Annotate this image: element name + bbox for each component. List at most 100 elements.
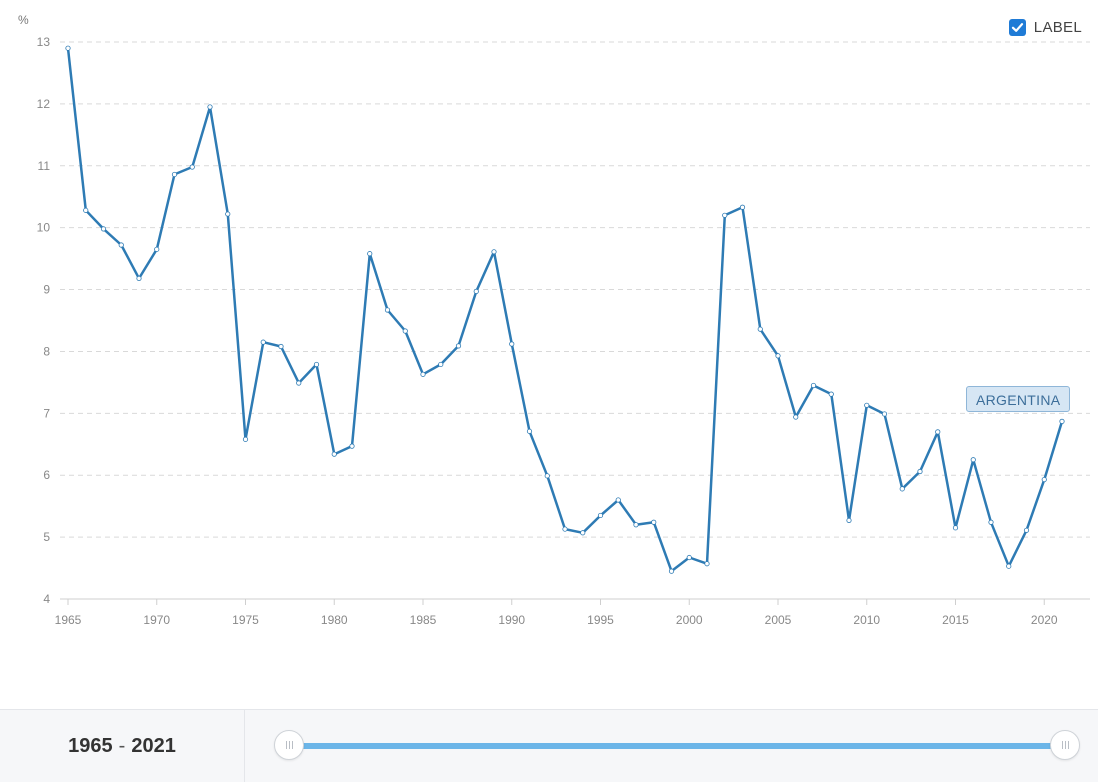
label-toggle-text: LABEL: [1033, 19, 1082, 36]
data-point[interactable]: [420, 371, 426, 377]
data-point[interactable]: [1006, 563, 1012, 569]
y-axis-unit-label: %: [18, 13, 29, 27]
data-point[interactable]: [83, 207, 89, 213]
x-tick-label: 2010: [853, 613, 880, 627]
grid-lines: [60, 41, 1090, 600]
data-point[interactable]: [775, 353, 781, 359]
x-tick-label: 1985: [410, 613, 437, 627]
data-point[interactable]: [881, 411, 888, 417]
y-tick-label: 10: [37, 221, 51, 235]
data-point[interactable]: [810, 382, 817, 389]
y-tick-label: 7: [43, 406, 50, 420]
data-point[interactable]: [597, 512, 604, 519]
data-point[interactable]: [207, 104, 213, 110]
range-separator: -: [118, 734, 126, 757]
year-range-slider[interactable]: [274, 728, 1080, 764]
data-point[interactable]: [189, 164, 195, 170]
data-point[interactable]: [171, 171, 178, 178]
label-toggle[interactable]: LABEL: [1008, 19, 1082, 36]
data-point[interactable]: [473, 288, 479, 295]
data-point[interactable]: [917, 468, 923, 475]
time-range-footer: 1965 - 2021: [0, 709, 1098, 782]
grip-icon: [1061, 741, 1069, 749]
year-range-readout: 1965 - 2021: [0, 710, 245, 782]
x-tick-label: 2020: [1031, 613, 1058, 627]
checkbox-checked-icon[interactable]: [1008, 19, 1026, 36]
x-tick-label: 1990: [498, 613, 525, 627]
slider-start-handle[interactable]: [274, 730, 304, 760]
data-point[interactable]: [313, 361, 320, 368]
slider-track[interactable]: [290, 743, 1064, 749]
y-tick-label: 11: [38, 159, 51, 173]
data-point[interactable]: [402, 328, 408, 334]
chart-area: 4 5 6 7 8 9 10 11 12 13 1965 1970 1975 1980 1985 1990 1…: [18, 13, 1090, 627]
data-point[interactable]: [1041, 476, 1047, 483]
grip-icon: [285, 741, 293, 749]
data-point[interactable]: [118, 242, 124, 248]
data-point[interactable]: [136, 275, 142, 282]
series-argentina[interactable]: [65, 45, 1065, 574]
data-point[interactable]: [491, 249, 497, 255]
data-point[interactable]: [935, 429, 941, 435]
data-point[interactable]: [846, 517, 852, 524]
data-point[interactable]: [739, 204, 746, 210]
data-point[interactable]: [260, 339, 266, 345]
y-axis: 4 5 6 7 8 9 10 11 12 13: [37, 35, 51, 606]
data-point[interactable]: [952, 525, 959, 531]
x-tick-label: 1965: [55, 613, 82, 627]
y-tick-label: 12: [37, 97, 51, 111]
y-tick-label: 4: [43, 592, 50, 606]
x-tick-label: 1970: [143, 613, 170, 627]
data-point[interactable]: [562, 526, 568, 532]
x-axis: 1965 1970 1975 1980 1985 1990 1995 2000 2005 2010…: [55, 599, 1058, 627]
data-point[interactable]: [278, 343, 284, 350]
data-point[interactable]: [899, 486, 905, 492]
data-point[interactable]: [1023, 527, 1030, 533]
data-point[interactable]: [864, 402, 870, 408]
x-tick-label: 2015: [942, 613, 969, 627]
series-name-tag: ARGENTINA: [966, 386, 1071, 412]
data-point[interactable]: [544, 473, 550, 479]
x-tick-label: 1995: [587, 613, 614, 627]
data-point[interactable]: [154, 246, 160, 252]
range-end-year: 2021: [131, 734, 176, 757]
range-start-year: 1965: [68, 734, 113, 757]
data-point[interactable]: [651, 519, 657, 525]
data-point[interactable]: [704, 561, 710, 567]
data-point[interactable]: [438, 361, 444, 368]
data-point[interactable]: [242, 436, 249, 442]
y-tick-label: 13: [37, 35, 51, 49]
data-point[interactable]: [100, 226, 107, 232]
x-tick-label: 2005: [765, 613, 792, 627]
data-point[interactable]: [722, 212, 728, 218]
data-point[interactable]: [988, 519, 994, 525]
data-point[interactable]: [384, 307, 391, 313]
series-line[interactable]: [66, 48, 1064, 573]
y-tick-label: 9: [43, 283, 50, 297]
data-point[interactable]: [225, 211, 231, 217]
y-tick-label: 6: [43, 468, 50, 482]
data-point[interactable]: [296, 380, 302, 386]
data-point[interactable]: [615, 497, 621, 503]
data-point[interactable]: [367, 251, 373, 257]
data-point[interactable]: [828, 391, 834, 397]
data-point[interactable]: [970, 457, 976, 463]
y-tick-label: 5: [43, 530, 50, 544]
data-point[interactable]: [757, 326, 763, 332]
y-tick-label: 8: [43, 344, 50, 358]
data-point[interactable]: [526, 428, 533, 434]
data-point[interactable]: [686, 554, 692, 561]
data-point[interactable]: [633, 522, 639, 528]
data-point[interactable]: [65, 45, 71, 51]
x-tick-label: 1975: [232, 613, 259, 627]
data-point[interactable]: [509, 341, 515, 347]
data-point[interactable]: [1059, 418, 1065, 424]
slider-end-handle[interactable]: [1050, 730, 1080, 760]
data-point[interactable]: [455, 343, 462, 349]
x-tick-label: 2000: [676, 613, 703, 627]
data-point[interactable]: [580, 530, 586, 536]
data-point[interactable]: [349, 443, 355, 449]
data-point[interactable]: [793, 414, 799, 420]
data-point[interactable]: [331, 451, 337, 457]
data-point[interactable]: [668, 568, 675, 574]
